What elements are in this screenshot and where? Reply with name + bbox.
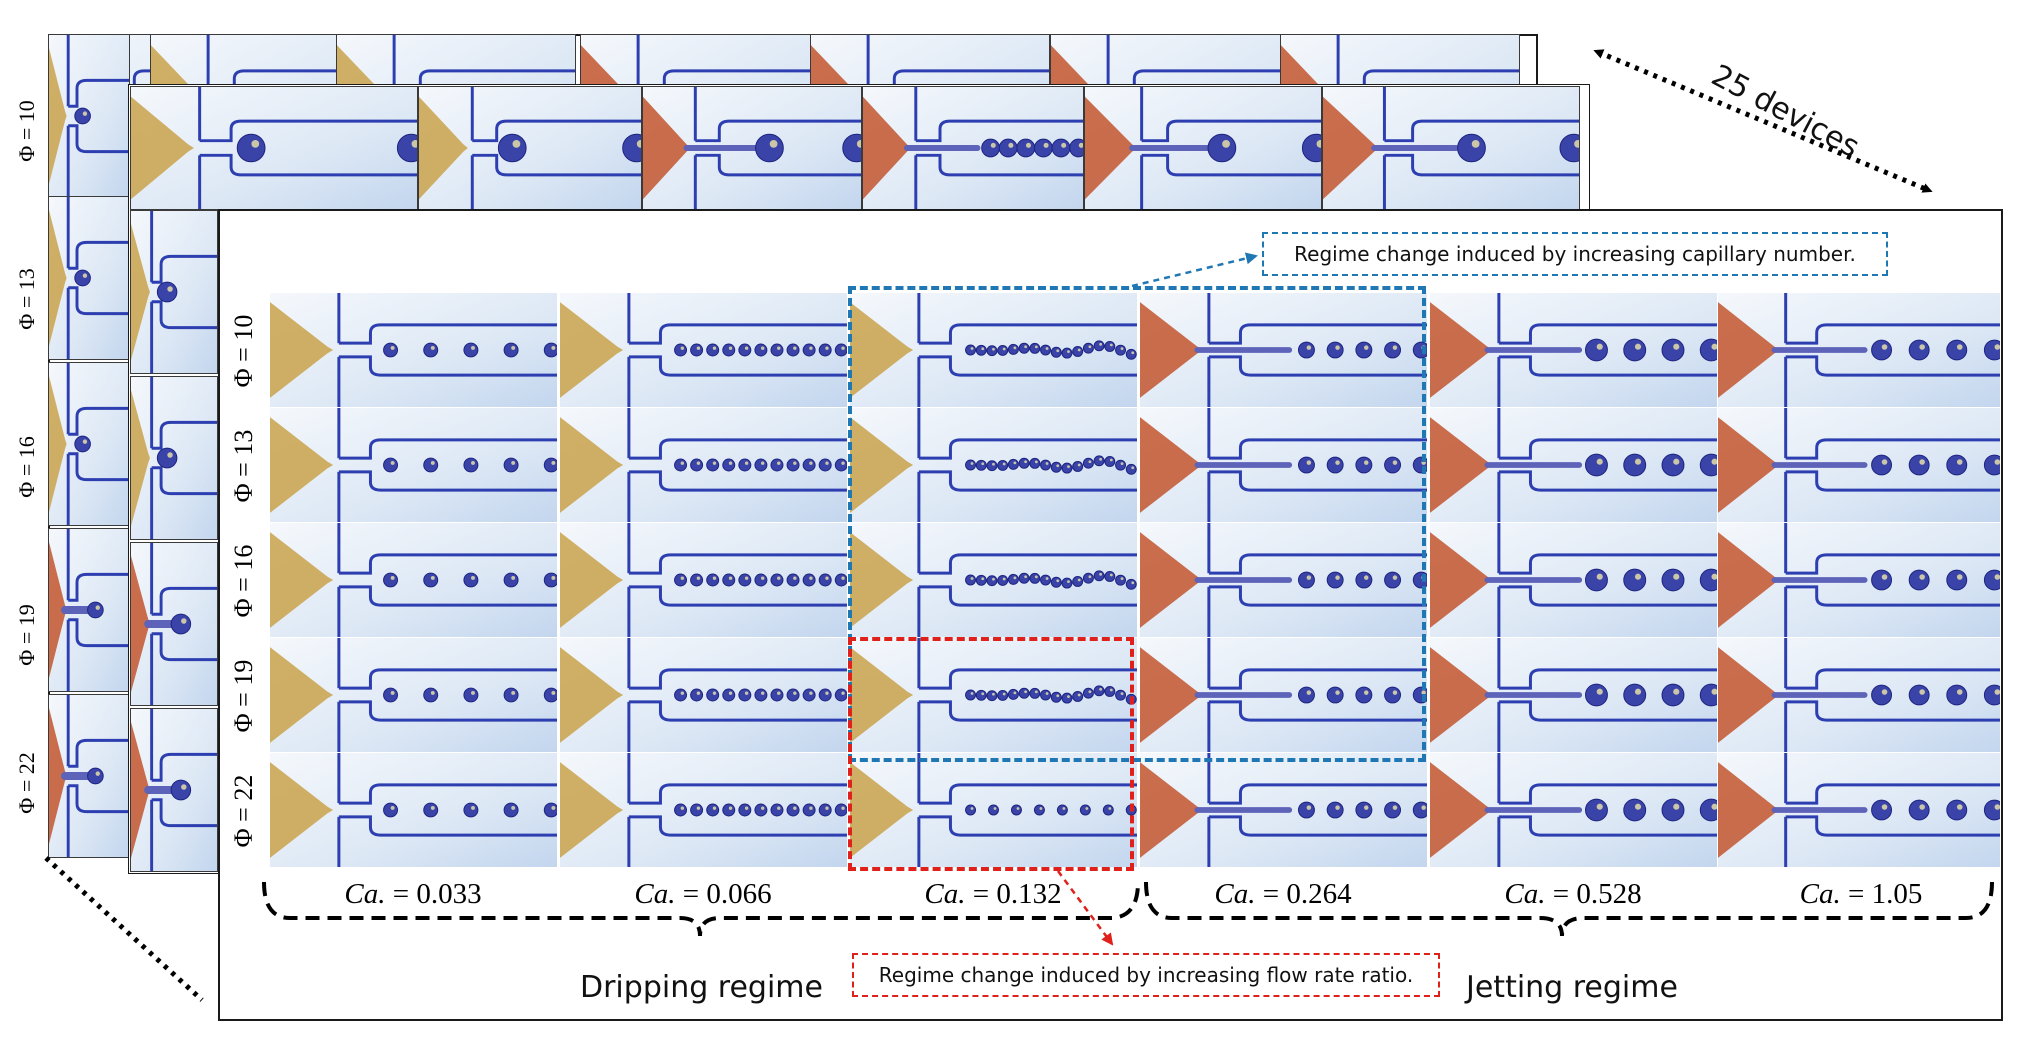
devices-arrow (1593, 49, 1933, 193)
capillary-number-label: Ca. = 1.05 (1799, 878, 1923, 910)
regime-image-cell (1718, 753, 2001, 868)
middle-device-image (1322, 86, 1580, 210)
capillary-number-label: Ca. = 0.066 (634, 878, 772, 910)
regime-image-cell (850, 523, 1138, 638)
regime-image-cell (1430, 523, 1718, 638)
regime-image-cell (270, 753, 558, 868)
middle-device-image (130, 86, 418, 210)
capillary-number-label: Ca. = 0.264 (1214, 878, 1352, 910)
regime-image-cell (560, 753, 848, 868)
regime-image-cell (1718, 293, 2001, 408)
flow-rate-regime-callout: Regime change induced by increasing flow… (852, 953, 1440, 997)
regime-image-cell (270, 523, 558, 638)
middle-device-image (130, 376, 218, 540)
capillary-number-label: Ca. = 0.132 (924, 878, 1062, 910)
middle-device-image (130, 708, 218, 872)
back-phi-label: Φ = 19 (13, 604, 39, 666)
regime-image-cell (850, 638, 1138, 753)
back-device-image (48, 362, 130, 526)
back-device-image (48, 34, 130, 198)
dripping-regime-label: Dripping regime (580, 970, 823, 1005)
regime-image-cell (560, 408, 848, 523)
capillary-number-label: Ca. = 0.033 (344, 878, 482, 910)
regime-image-cell (1718, 408, 2001, 523)
capillary-number-label: Ca. = 0.528 (1504, 878, 1642, 910)
regime-image-cell (560, 523, 848, 638)
regime-image-cell (850, 753, 1138, 868)
back-device-image (48, 196, 130, 360)
regime-image-cell (850, 293, 1138, 408)
phi-row-label: Φ = 13 (229, 429, 258, 502)
regime-image-cell (560, 638, 848, 753)
regime-image-cell (1718, 638, 2001, 753)
jetting-regime-label: Jetting regime (1466, 970, 1678, 1005)
stack-dotted-line (44, 856, 204, 1002)
devices-count-label: 25 devices (1705, 58, 1865, 165)
phi-row-label: Φ = 10 (229, 314, 258, 387)
back-phi-label: Φ = 10 (13, 100, 39, 162)
back-phi-label: Φ = 22 (13, 752, 39, 814)
middle-device-image (418, 86, 642, 210)
middle-device-image (1084, 86, 1322, 210)
capillary-change-highlight (848, 286, 1426, 762)
regime-image-cell (1430, 638, 1718, 753)
back-phi-label: Φ = 13 (13, 268, 39, 330)
regime-image-cell (270, 293, 558, 408)
phi-row-label: Φ = 22 (229, 774, 258, 847)
phi-row-label: Φ = 19 (229, 659, 258, 732)
regime-image-cell (1140, 293, 1428, 408)
regime-image-cell (1140, 523, 1428, 638)
back-phi-label: Φ = 16 (13, 436, 39, 498)
regime-image-cell (1140, 638, 1428, 753)
middle-device-image (642, 86, 862, 210)
regime-image-cell (1430, 293, 1718, 408)
regime-image-cell (270, 408, 558, 523)
capillary-regime-callout: Regime change induced by increasing capi… (1262, 232, 1888, 276)
phi-row-label: Φ = 16 (229, 544, 258, 617)
regime-image-cell (1140, 408, 1428, 523)
regime-image-cell (1140, 753, 1428, 868)
back-device-image (48, 528, 130, 692)
middle-device-image (862, 86, 1084, 210)
regime-image-cell (1430, 753, 1718, 868)
regime-image-cell (1718, 523, 2001, 638)
regime-image-cell (850, 408, 1138, 523)
regime-image-cell (1430, 408, 1718, 523)
middle-device-image (130, 210, 218, 374)
back-device-image (48, 694, 130, 858)
regime-image-cell (270, 638, 558, 753)
middle-device-image (130, 542, 218, 706)
flow-rate-change-highlight (848, 637, 1134, 871)
regime-image-cell (560, 293, 848, 408)
